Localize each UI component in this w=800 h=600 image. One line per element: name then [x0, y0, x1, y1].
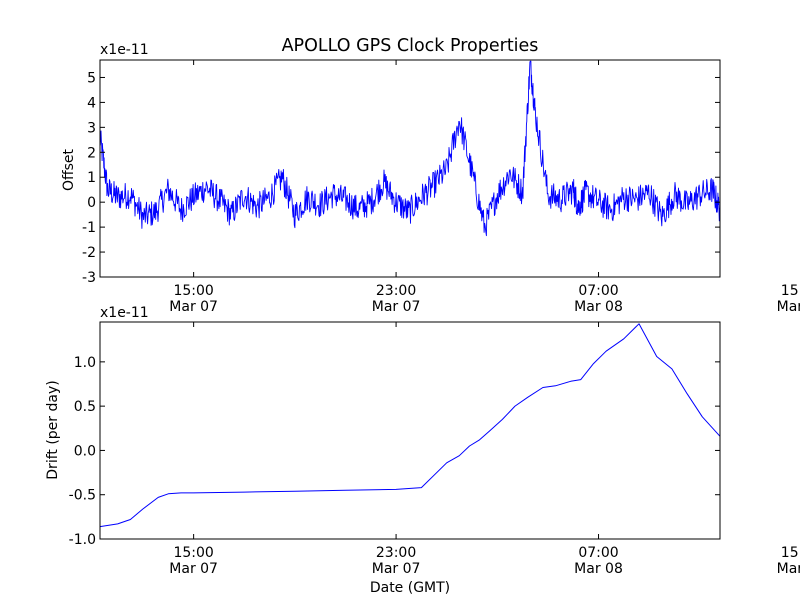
- offset-ytick-label: 2: [87, 145, 96, 161]
- drift-line-layer: [99, 323, 721, 528]
- drift-xtick-date: Mar 08: [777, 561, 800, 577]
- offset-scale-label: x1e-11: [100, 42, 149, 58]
- offset-xtick-time: 07:00: [578, 283, 618, 299]
- offset-ytick-label: 0: [87, 195, 96, 211]
- offset-xtick-date: Mar 07: [169, 299, 218, 315]
- drift-series-line: [99, 323, 721, 528]
- drift-ylabel: Drift (per day): [45, 380, 61, 479]
- offset-xtick-time: 15:00: [173, 283, 213, 299]
- offset-ytick-label: 4: [87, 95, 96, 111]
- drift-ytick-label: 1.0: [74, 355, 96, 371]
- drift-ytick-label: 0.5: [74, 399, 96, 415]
- offset-xtick-date: Mar 07: [372, 299, 421, 315]
- drift-scale-label: x1e-11: [100, 305, 149, 321]
- drift-xtick-date: Mar 07: [169, 561, 218, 577]
- offset-ytick-label: -1: [82, 220, 96, 236]
- offset-plot-frame: [99, 59, 721, 278]
- drift-xtick-time: 07:00: [578, 545, 618, 561]
- drift-ytick-label: 0.0: [74, 443, 96, 459]
- x-axis-label: Date (GMT): [370, 580, 450, 596]
- drift-ytick-label: -1.0: [69, 532, 96, 548]
- offset-ylabel: Offset: [61, 148, 77, 191]
- drift-xtick-time: 23:00: [376, 545, 416, 561]
- offset-xtick-time: 15:00: [781, 283, 800, 299]
- drift-xtick-date: Mar 07: [372, 561, 421, 577]
- offset-ytick-label: 3: [87, 120, 96, 136]
- drift-xtick-time: 15:00: [781, 545, 800, 561]
- offset-ytick-label: -3: [82, 270, 96, 286]
- offset-line-layer: [99, 60, 721, 237]
- drift-ytick-label: -0.5: [69, 488, 96, 504]
- offset-ytick-label: 1: [87, 170, 96, 186]
- drift-plot-frame: [99, 321, 721, 540]
- offset-xtick-time: 23:00: [376, 283, 416, 299]
- offset-xtick-date: Mar 08: [574, 299, 623, 315]
- offset-ytick-label: 5: [87, 70, 96, 86]
- offset-xtick-date: Mar 08: [777, 299, 800, 315]
- offset-series-line: [99, 60, 721, 237]
- figure-title: APOLLO GPS Clock Properties: [282, 36, 539, 56]
- drift-xtick-time: 15:00: [173, 545, 213, 561]
- offset-ytick-label: -2: [82, 245, 96, 261]
- drift-xtick-date: Mar 08: [574, 561, 623, 577]
